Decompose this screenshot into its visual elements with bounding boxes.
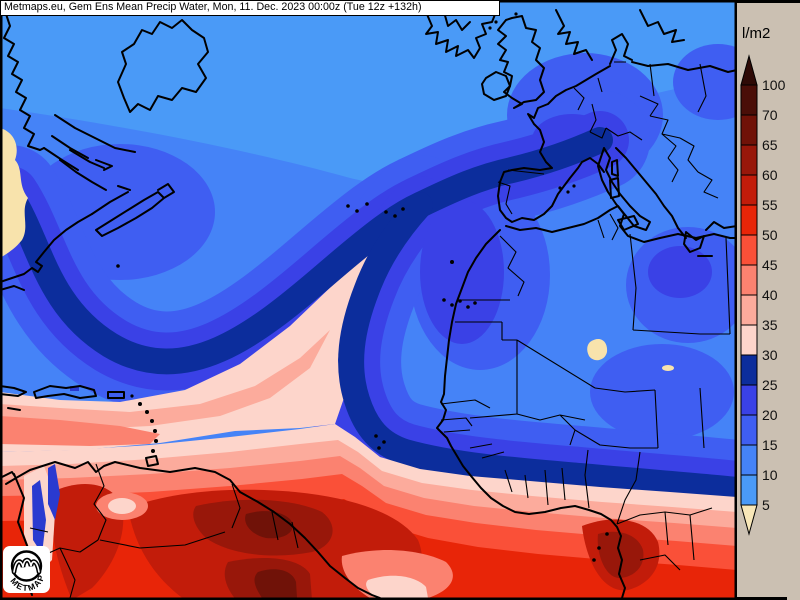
tongue-40 [0, 416, 160, 446]
svg-text:30: 30 [762, 347, 778, 363]
legend-top-border [737, 0, 800, 3]
map-title: Metmaps.eu, Gem Ens Mean Precip Water, M… [0, 0, 500, 16]
legend-svg: l/m2 100 70 65 60 55 50 45 40 35 30 25 2… [737, 0, 800, 600]
weather-map-svg [0, 0, 737, 600]
tongue-30 [0, 206, 420, 452]
svg-text:50: 50 [762, 227, 778, 243]
metmaps-logo: METMAPS [3, 546, 50, 593]
legend-panel: l/m2 100 70 65 60 55 50 45 40 35 30 25 2… [737, 0, 800, 600]
svg-text:40: 40 [762, 287, 778, 303]
svg-text:35: 35 [762, 317, 778, 333]
svg-text:70: 70 [762, 107, 778, 123]
svg-text:60: 60 [762, 167, 778, 183]
legend-unit-label: l/m2 [742, 25, 770, 42]
tongue-35 [0, 330, 330, 430]
andes-streaks [32, 386, 79, 554]
dry-spots-cream [0, 128, 674, 371]
svg-text:15: 15 [762, 437, 778, 453]
colorbar-tick-labels: 100 70 65 60 55 50 45 40 35 30 25 20 15 … [762, 77, 786, 513]
svg-text:65: 65 [762, 137, 778, 153]
svg-text:100: 100 [762, 77, 786, 93]
legend-bottom-border [737, 597, 787, 600]
svg-text:5: 5 [762, 497, 770, 513]
svg-text:45: 45 [762, 257, 778, 273]
map-area [0, 0, 737, 600]
svg-text:20: 20 [762, 407, 778, 423]
colorbar-segments [740, 84, 758, 506]
country-borders [29, 61, 731, 599]
island-dots [116, 12, 609, 562]
svg-text:55: 55 [762, 197, 778, 213]
svg-text:10: 10 [762, 467, 778, 483]
svg-text:25: 25 [762, 377, 778, 393]
wave-m-logo-icon: METMAPS [3, 546, 45, 593]
fill-layer-15 [25, 44, 737, 440]
